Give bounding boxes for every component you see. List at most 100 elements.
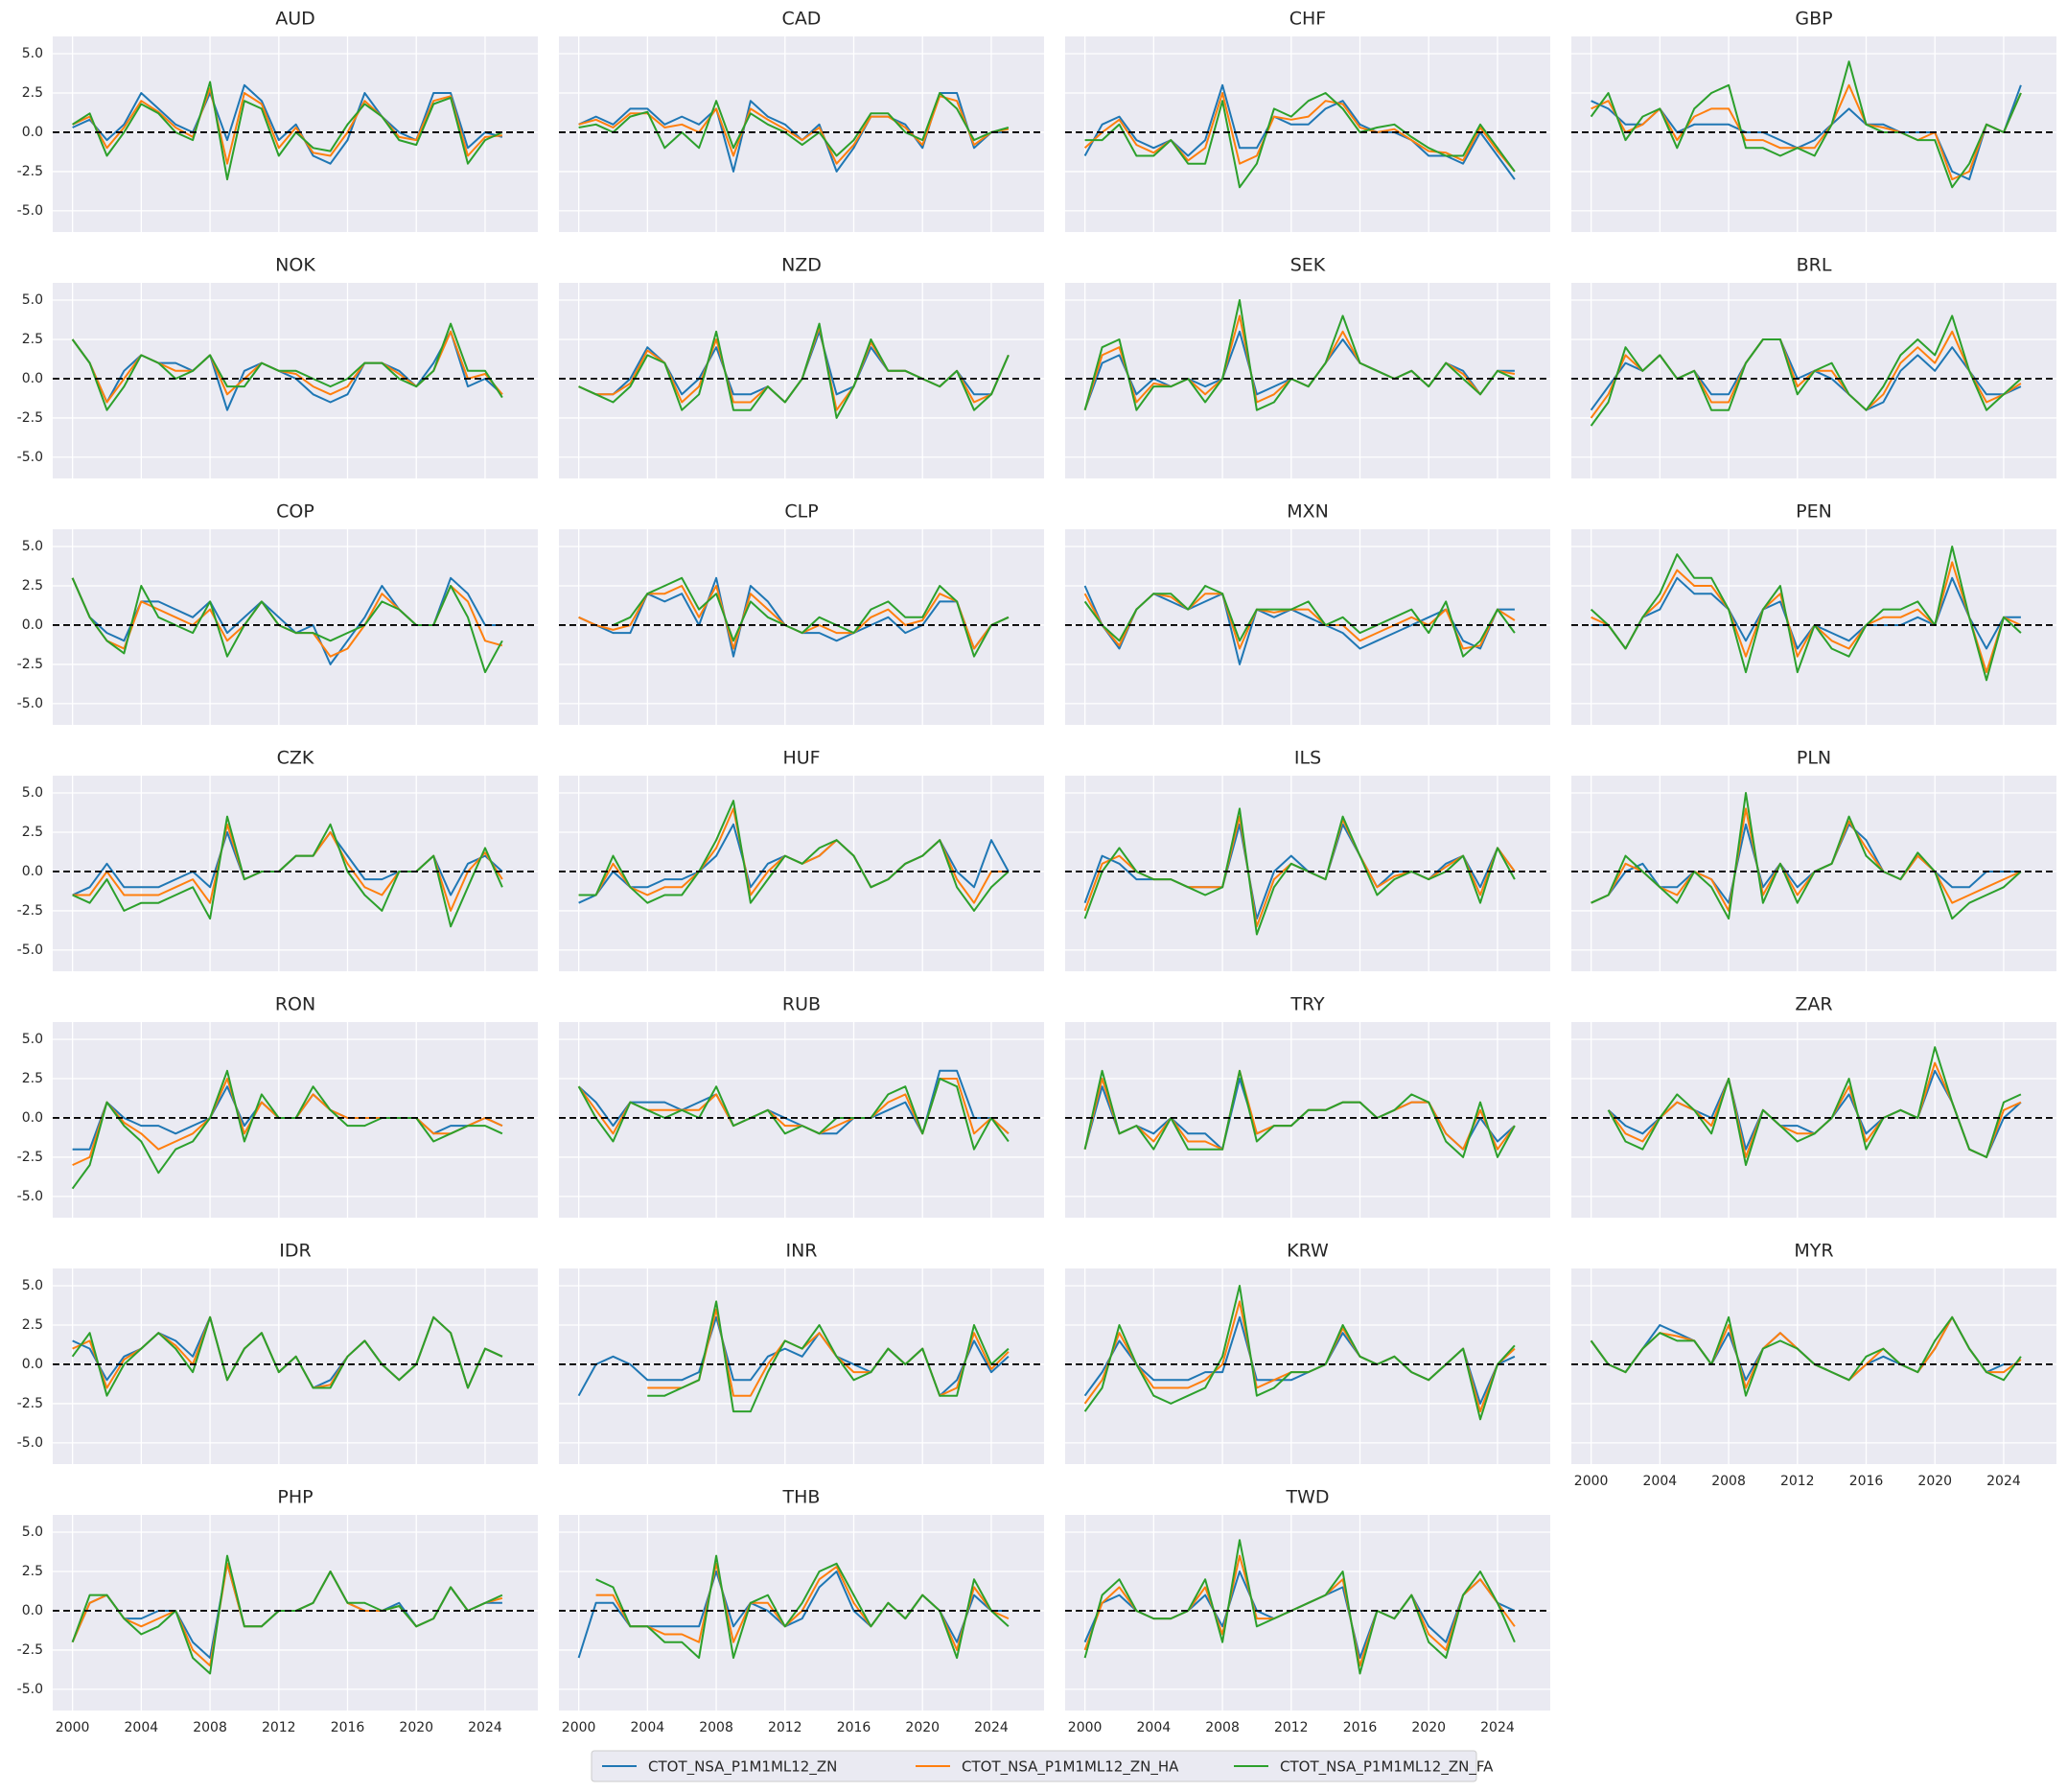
- panel-title: KRW: [1287, 1241, 1329, 1262]
- series-line: [1590, 60, 2022, 189]
- panel-title: TWD: [1285, 1487, 1329, 1508]
- series-line: [1083, 1539, 1516, 1675]
- series-line: [1084, 92, 1516, 189]
- panel-title: IDR: [279, 1241, 311, 1262]
- plot-background: [1065, 36, 1550, 232]
- x-tick-label: 2024: [1480, 1720, 1515, 1735]
- y-tick-label: 2.5: [22, 332, 43, 347]
- x-tick-label: 2000: [562, 1720, 596, 1735]
- series-line: [1591, 561, 2022, 674]
- panel-title: AUD: [275, 9, 315, 30]
- y-tick-label: -5.0: [17, 1682, 43, 1697]
- panel-title: COP: [276, 501, 314, 523]
- panel-title: CLP: [784, 501, 818, 523]
- y-tick-label: 5.0: [22, 1524, 43, 1540]
- x-tick-label: 2008: [1205, 1720, 1240, 1735]
- panel-title: RUB: [782, 994, 821, 1015]
- series-line: [613, 576, 1010, 658]
- x-tick-label: 2024: [468, 1720, 502, 1735]
- legend: CTOT_NSA_P1M1ML12_ZN CTOT_NSA_P1M1ML12_ZN…: [591, 1750, 1494, 1782]
- y-tick-label: 5.0: [22, 46, 43, 61]
- y-tick-label: 2.5: [22, 578, 43, 593]
- y-tick-label: -5.0: [17, 450, 43, 465]
- series-line: [647, 1300, 1010, 1413]
- series-line: [72, 815, 503, 928]
- y-tick-label: -5.0: [17, 1189, 43, 1204]
- y-tick-label: 0.0: [22, 617, 43, 633]
- x-tick-label: 2012: [1274, 1720, 1309, 1735]
- y-tick-label: -2.5: [17, 1150, 43, 1165]
- series-line: [1083, 585, 1516, 658]
- plot-background: [1571, 283, 2056, 478]
- y-tick-label: -2.5: [17, 164, 43, 179]
- panel-title: GBP: [1795, 9, 1832, 30]
- y-tick-label: 0.0: [22, 125, 43, 140]
- x-tick-label: 2008: [1711, 1474, 1746, 1489]
- series-line: [72, 81, 503, 181]
- panel-title: NZD: [781, 255, 822, 276]
- series-line: [71, 577, 503, 674]
- panel-title: ZAR: [1795, 994, 1832, 1015]
- panel-title: HUF: [782, 748, 820, 769]
- series-line: [1591, 823, 2021, 904]
- panel-title: MXN: [1287, 501, 1329, 523]
- y-tick-label: 2.5: [22, 85, 43, 101]
- panel-title: BRL: [1797, 255, 1832, 276]
- y-tick-label: -5.0: [17, 203, 43, 219]
- x-tick-label: 2000: [1574, 1474, 1609, 1489]
- plot-background: [53, 1268, 538, 1464]
- plot-background: [559, 529, 1044, 725]
- plot-background: [559, 1515, 1044, 1711]
- plot-background: [1065, 283, 1550, 478]
- y-tick-label: 5.0: [22, 292, 43, 308]
- panel-title: CAD: [782, 9, 822, 30]
- x-tick-label: 2020: [905, 1720, 940, 1735]
- plot-background: [559, 36, 1044, 232]
- panel-title: SEK: [1290, 255, 1326, 276]
- y-tick-label: 2.5: [22, 1071, 43, 1086]
- y-tick-label: -2.5: [17, 903, 43, 919]
- y-tick-label: 5.0: [22, 539, 43, 554]
- y-tick-label: -5.0: [17, 943, 43, 958]
- y-tick-label: -2.5: [17, 1396, 43, 1411]
- y-tick-label: 2.5: [22, 1564, 43, 1579]
- legend-label: CTOT_NSA_P1M1ML12_ZN_HA: [962, 1758, 1179, 1777]
- y-tick-label: 2.5: [22, 825, 43, 840]
- series-line: [72, 87, 502, 165]
- x-tick-label: 2020: [1411, 1720, 1446, 1735]
- y-tick-label: -5.0: [17, 1435, 43, 1451]
- x-tick-label: 2008: [699, 1720, 733, 1735]
- series-line: [1591, 792, 2022, 920]
- series-line: [577, 1078, 1010, 1151]
- y-tick-label: -2.5: [17, 410, 43, 426]
- panel-title: RON: [275, 994, 315, 1015]
- series-line: [1591, 807, 2022, 912]
- x-tick-label: 2016: [837, 1720, 871, 1735]
- x-tick-label: 2016: [1343, 1720, 1378, 1735]
- series-line: [1083, 807, 1516, 936]
- x-tick-label: 2012: [1780, 1474, 1815, 1489]
- x-tick-label: 2004: [125, 1720, 159, 1735]
- panel-title: MYR: [1794, 1241, 1833, 1262]
- y-tick-label: -5.0: [17, 696, 43, 711]
- panel-title: CZK: [277, 748, 314, 769]
- legend-label: CTOT_NSA_P1M1ML12_ZN_FA: [1280, 1758, 1494, 1777]
- y-tick-label: -2.5: [17, 657, 43, 672]
- plot-background: [1571, 1268, 2056, 1464]
- x-tick-label: 2024: [1986, 1474, 2021, 1489]
- y-tick-label: 5.0: [22, 1278, 43, 1293]
- plot-background: [53, 1022, 538, 1218]
- x-tick-label: 2020: [399, 1720, 433, 1735]
- x-tick-label: 2000: [56, 1720, 90, 1735]
- x-tick-label: 2008: [193, 1720, 227, 1735]
- y-tick-label: 0.0: [22, 371, 43, 386]
- series-line: [1591, 576, 2021, 650]
- series-line: [71, 322, 503, 411]
- plot-background: [559, 1022, 1044, 1218]
- plot-background: [1065, 1515, 1550, 1711]
- panel-title: TRY: [1289, 994, 1325, 1015]
- panel-title: ILS: [1294, 748, 1321, 769]
- series-line: [578, 800, 1010, 912]
- plot-background: [53, 1515, 538, 1711]
